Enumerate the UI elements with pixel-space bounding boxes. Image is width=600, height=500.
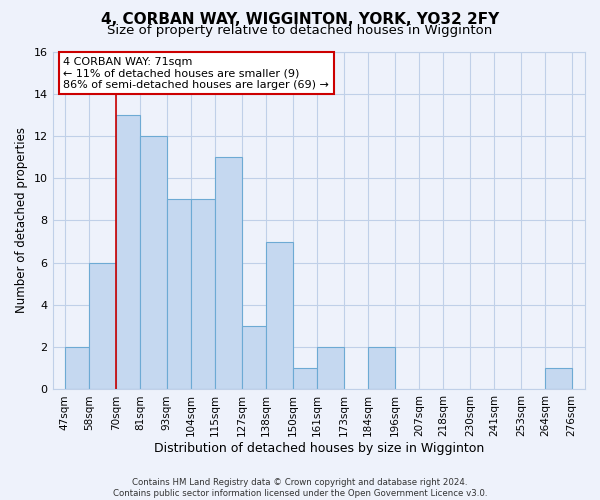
X-axis label: Distribution of detached houses by size in Wigginton: Distribution of detached houses by size … [154,442,484,455]
Y-axis label: Number of detached properties: Number of detached properties [15,128,28,314]
Bar [116,115,140,390]
Bar [242,326,266,390]
Bar [167,200,191,390]
Bar [140,136,167,390]
Text: 4 CORBAN WAY: 71sqm
← 11% of detached houses are smaller (9)
86% of semi-detache: 4 CORBAN WAY: 71sqm ← 11% of detached ho… [63,56,329,90]
Bar [65,347,89,390]
Bar [293,368,317,390]
Bar [545,368,572,390]
Bar [89,262,116,390]
Text: 4, CORBAN WAY, WIGGINTON, YORK, YO32 2FY: 4, CORBAN WAY, WIGGINTON, YORK, YO32 2FY [101,12,499,28]
Text: Contains HM Land Registry data © Crown copyright and database right 2024.
Contai: Contains HM Land Registry data © Crown c… [113,478,487,498]
Bar [266,242,293,390]
Text: Size of property relative to detached houses in Wigginton: Size of property relative to detached ho… [107,24,493,37]
Bar [317,347,344,390]
Bar [191,200,215,390]
Bar [368,347,395,390]
Bar [215,157,242,390]
